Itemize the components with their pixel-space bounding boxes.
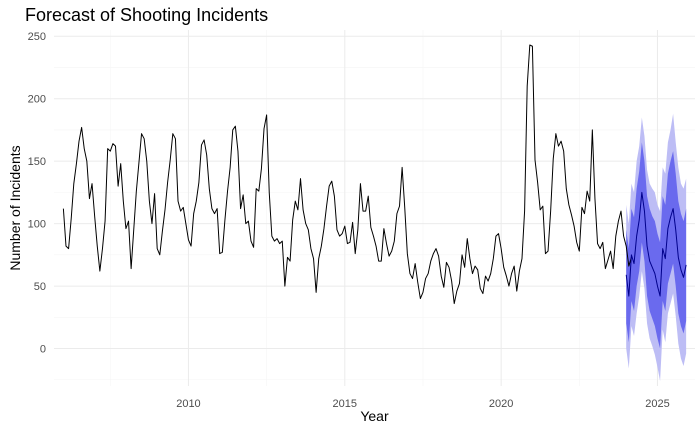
series-lines (62, 44, 687, 305)
y-tick-label: 200 (28, 94, 46, 106)
x-tick-label: 2010 (176, 398, 200, 410)
x-axis-ticks: 2010 2015 2020 2025 (176, 398, 670, 410)
forecast-mean-line (625, 191, 687, 297)
x-tick-label: 2025 (645, 398, 669, 410)
y-axis-label: Number of Incidents (7, 145, 23, 270)
x-axis-label: Year (360, 408, 389, 424)
y-tick-label: 250 (28, 31, 46, 43)
x-tick-label: 2015 (333, 398, 357, 410)
y-tick-label: 50 (34, 281, 46, 293)
y-tick-label: 100 (28, 219, 46, 231)
history-line (62, 44, 632, 305)
y-tick-label: 150 (28, 156, 46, 168)
grid-lines (54, 30, 695, 386)
y-tick-label: 0 (40, 344, 46, 356)
x-tick-label: 2020 (489, 398, 513, 410)
chart-title: Forecast of Shooting Incidents (25, 5, 269, 25)
y-axis-ticks: 0 50 100 150 200 250 (28, 31, 46, 355)
